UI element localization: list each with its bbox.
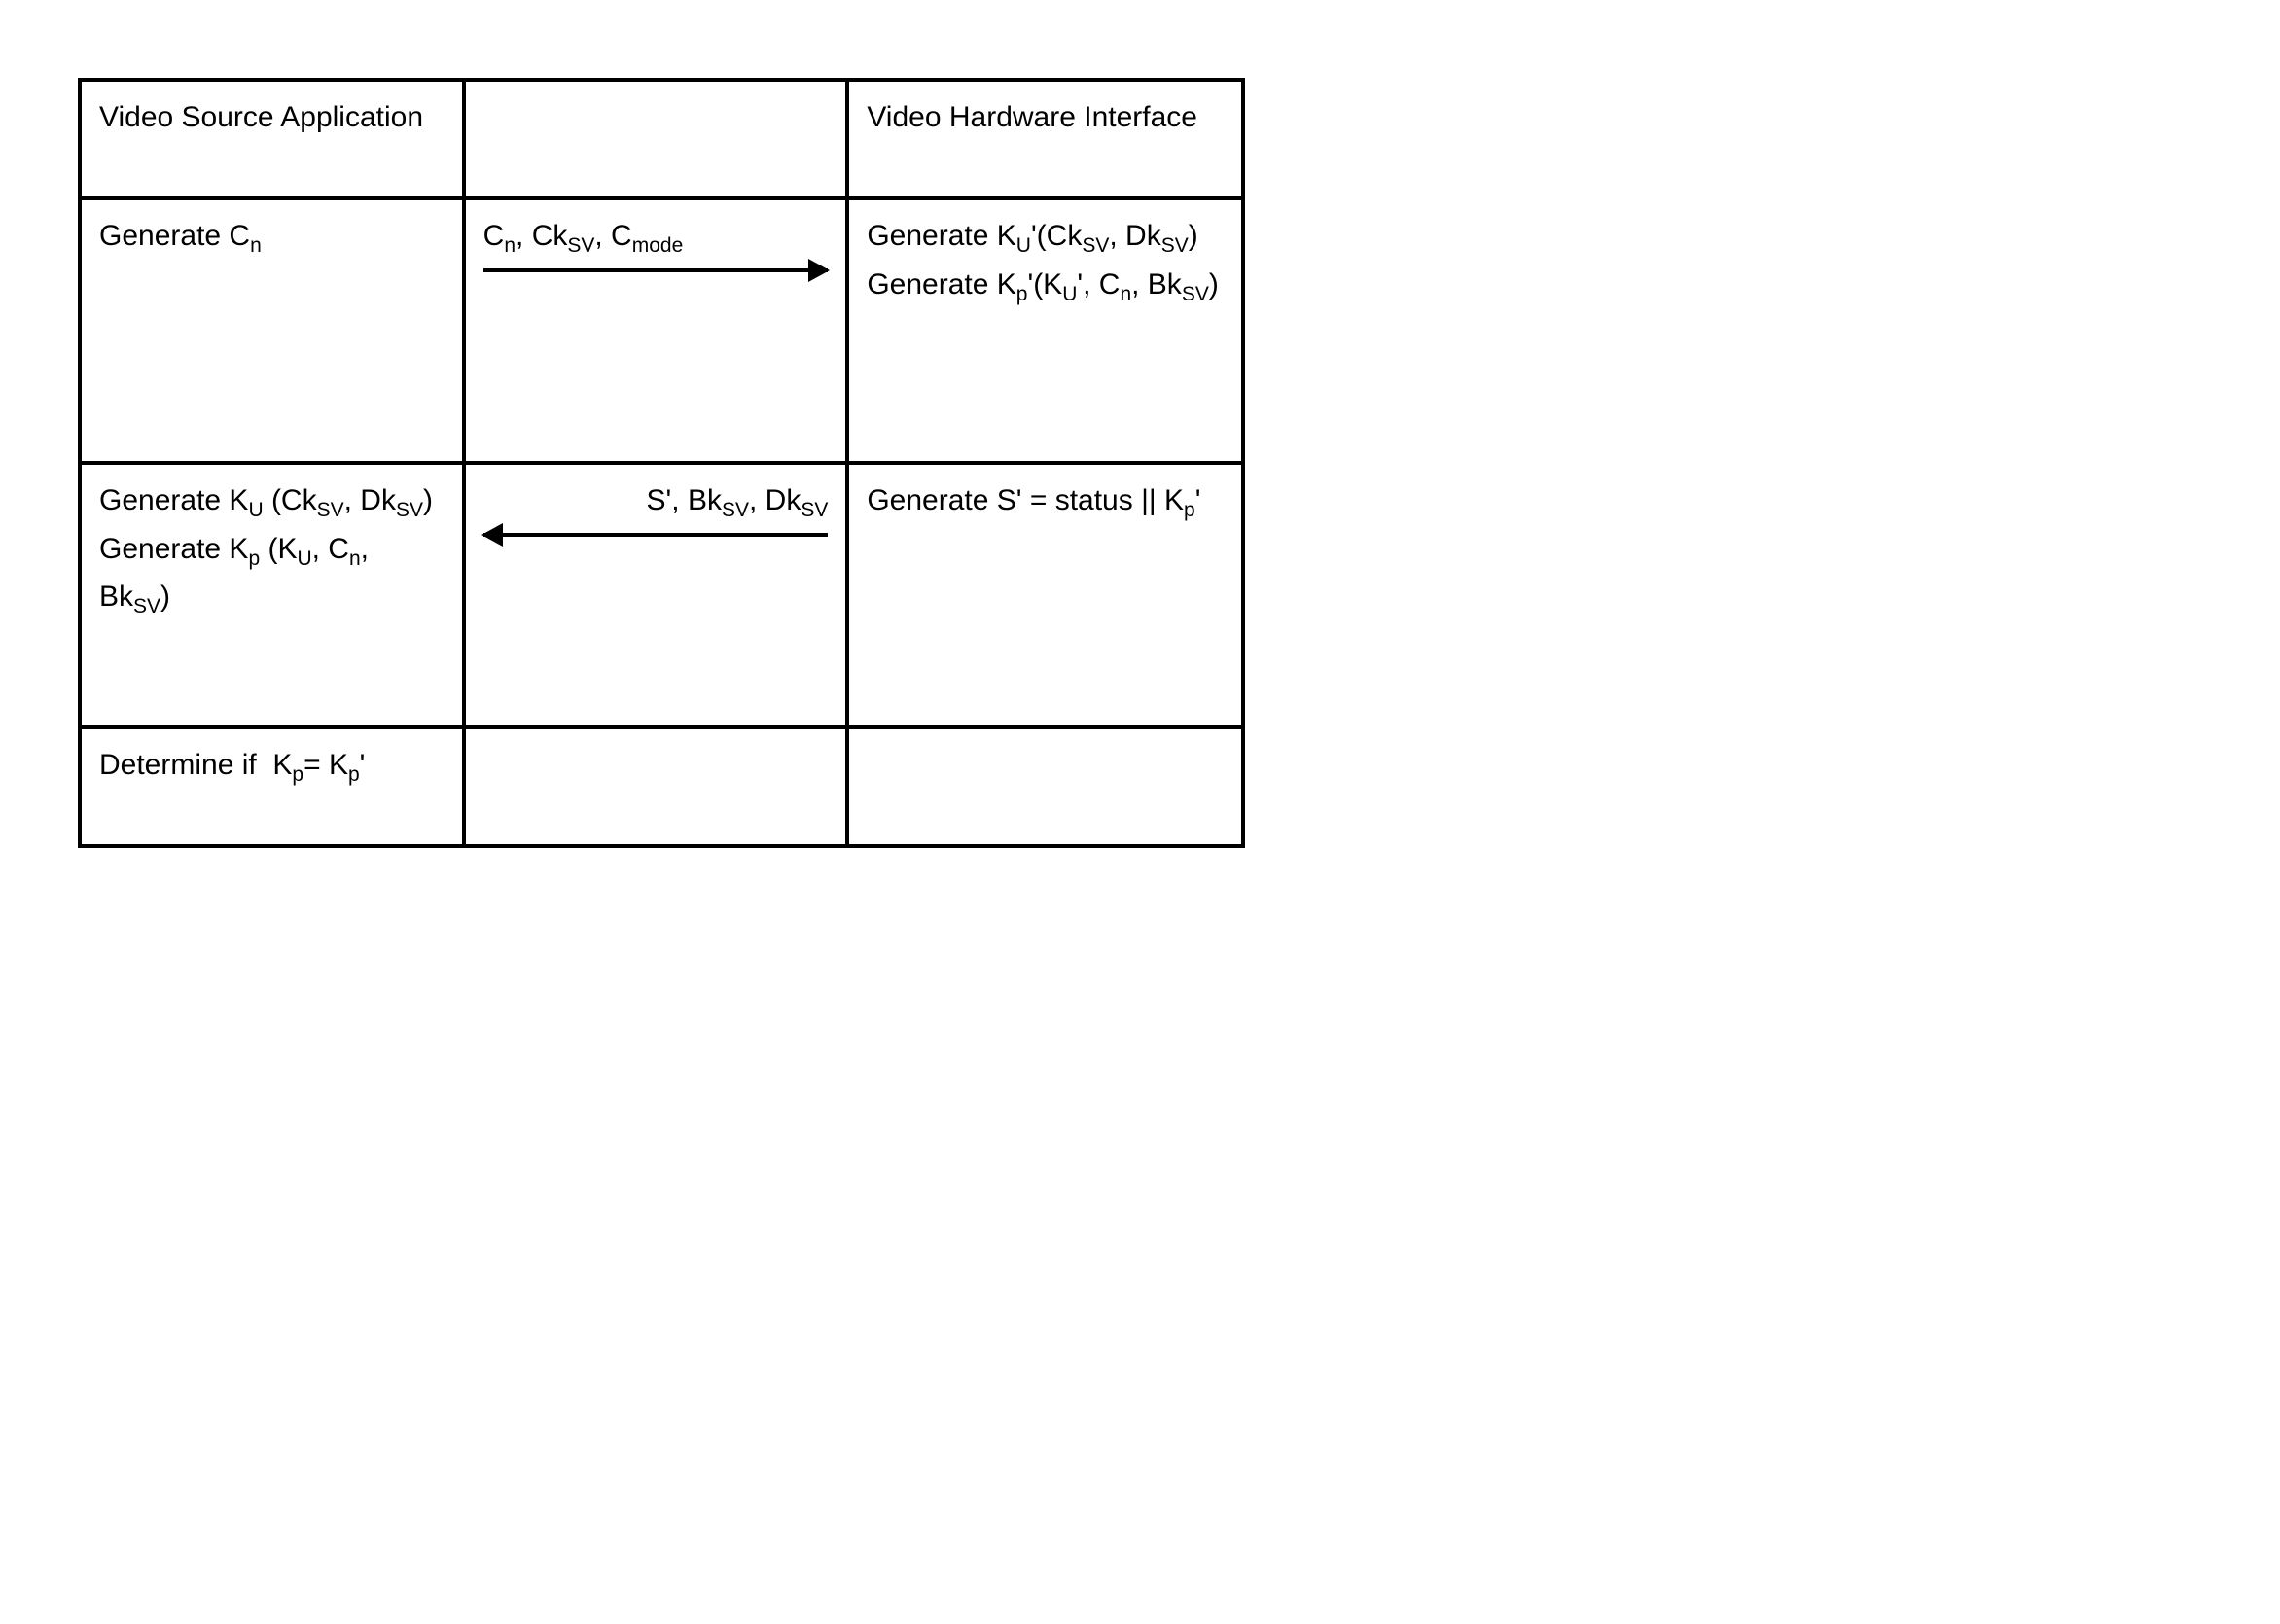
row3-left: Determine if Kp= Kp' xyxy=(99,743,445,792)
row1-arrow-label: Cn, CkSV, Cmode xyxy=(483,214,829,266)
row2-right: Generate S' = status || Kp' xyxy=(867,478,1224,527)
row1-left: Generate Cn xyxy=(99,214,445,263)
row2-arrow: S', BkSV, DkSV xyxy=(483,478,829,712)
arrow-right-icon xyxy=(483,268,829,272)
row1-arrow: Cn, CkSV, Cmode xyxy=(483,214,829,447)
row2-left: Generate KU (CkSV, DkSV)Generate Kp (KU,… xyxy=(99,478,445,623)
row1-right: Generate KU'(CkSV, DkSV)Generate Kp'(KU'… xyxy=(867,214,1224,310)
table-row: Generate Cn Cn, CkSV, Cmode Generate KU'… xyxy=(80,198,1243,463)
row2-arrow-label: S', BkSV, DkSV xyxy=(483,478,829,531)
arrow-left-icon xyxy=(483,533,829,537)
protocol-table: Video Source Application Video Hardware … xyxy=(78,78,1245,848)
header-left: Video Source Application xyxy=(99,95,445,141)
table-row: Determine if Kp= Kp' xyxy=(80,727,1243,846)
table-row: Generate KU (CkSV, DkSV)Generate Kp (KU,… xyxy=(80,463,1243,727)
table-header-row: Video Source Application Video Hardware … xyxy=(80,80,1243,198)
header-right: Video Hardware Interface xyxy=(867,95,1224,141)
